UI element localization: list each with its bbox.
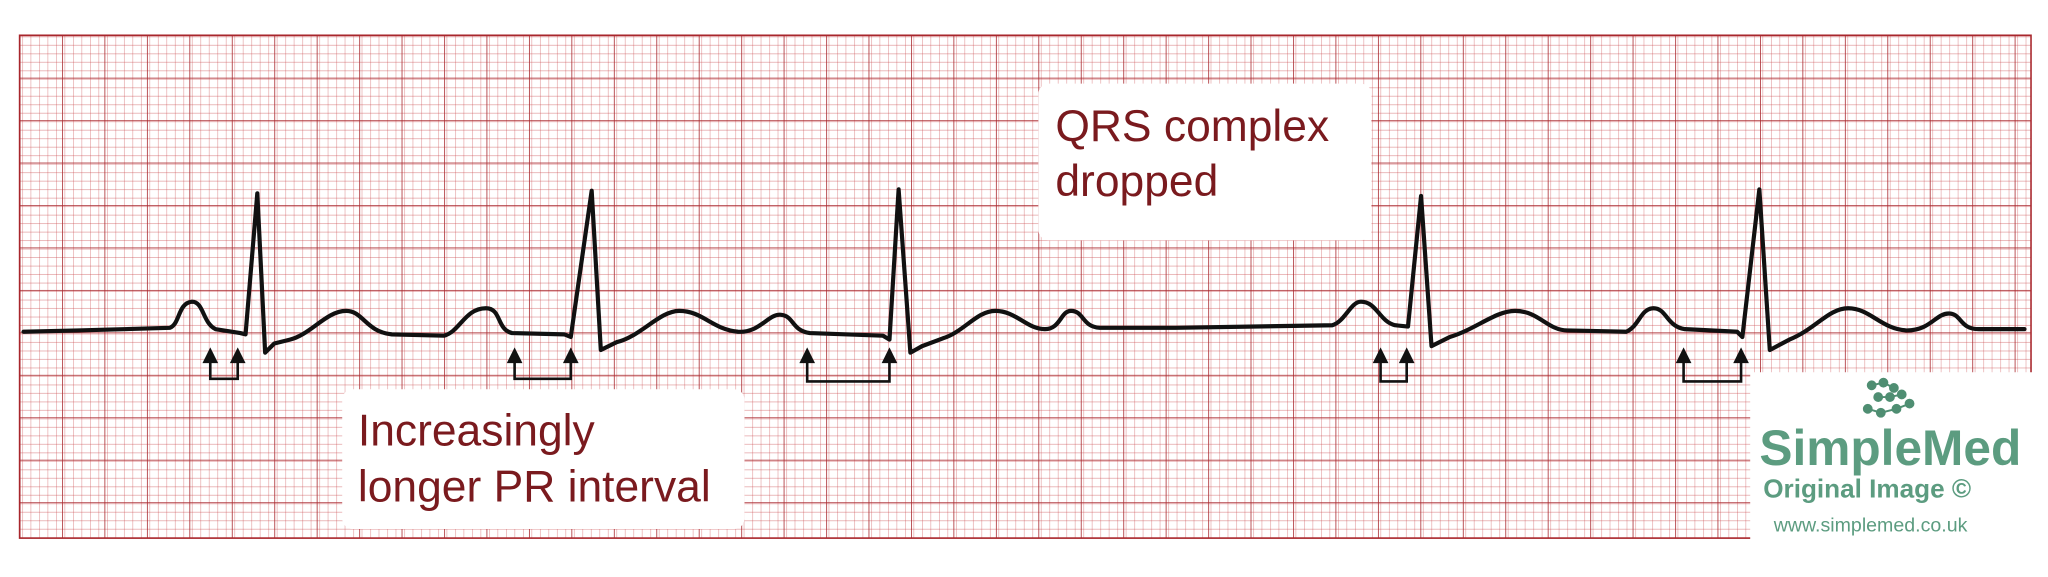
logo-url: www.simplemed.co.uk [1773, 515, 1968, 537]
annotation-text: Increasingly [358, 406, 596, 455]
label-box [1038, 83, 1372, 241]
annotation-text: QRS complex [1055, 102, 1329, 151]
logo-icon [1862, 377, 1915, 418]
logo-name: SimpleMed [1759, 420, 2021, 476]
annotation-text: dropped [1055, 157, 1218, 206]
arrow-heads [202, 347, 1749, 364]
logo-subtitle: Original Image © [1763, 474, 1971, 504]
annotation-text: longer PR interval [358, 463, 711, 512]
pr-markers [208, 359, 1743, 383]
label-box [342, 389, 745, 529]
ecg-trace [21, 187, 2027, 355]
ecg-grid [18, 34, 2032, 539]
